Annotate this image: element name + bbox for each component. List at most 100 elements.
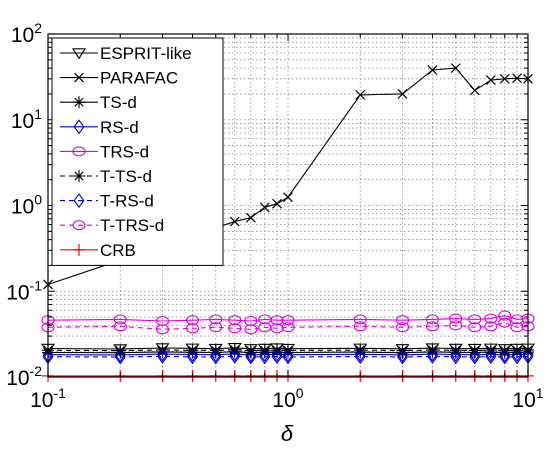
x-axis-label: δ [281,421,294,446]
data-point-triangle [72,48,86,60]
data-point-x [272,198,282,209]
data-point-diamond [229,346,241,362]
data-point-x [74,72,84,83]
data-point-circle [449,313,463,324]
data-point-star [74,171,84,181]
legend-label: T-RS-d [100,192,154,211]
legend-label: PARAFAC [100,69,178,88]
data-point-diamond [469,347,481,363]
legend-item: T-RS-d [60,192,154,211]
data-point-circle [281,315,295,326]
series-line [47,315,529,322]
data-point-circle [209,314,223,325]
data-point-circle [353,321,367,332]
data-point-x [485,75,496,86]
data-point-diamond [427,348,438,364]
data-point-circle [498,310,512,321]
data-point-diamond [282,347,294,363]
series-line [47,322,529,330]
data-point-circle [425,321,440,332]
y-tick-label: 10-1 [6,277,42,304]
data-point-circle [468,314,482,325]
data-point-diamond [114,347,126,363]
data-point-circle [155,324,170,335]
legend: ESPRIT-like PARAFAC TS-d RS-d TRS-d T-TS-d T-R… [51,37,224,266]
data-point-x [450,63,461,74]
data-point-star [74,97,84,107]
legend-item: TS-d [60,93,137,112]
legend-label: ESPRIT-like [100,44,192,63]
data-point-circle [270,315,284,326]
data-point-diamond [73,119,85,135]
data-point-diamond [354,346,366,362]
data-point-diamond [499,347,511,363]
y-tick-label: 100 [11,192,42,219]
data-point-circle [498,317,512,328]
data-point-circle [209,322,223,333]
legend-item: PARAFAC [60,69,178,88]
data-point-diamond [114,349,126,365]
data-point-diamond [73,193,85,209]
legend-label: T-TRS-d [100,216,164,235]
data-point-diamond [245,349,257,365]
data-point-diamond [259,349,271,365]
legend-label: CRB [100,241,136,260]
data-point-diamond [229,348,241,364]
data-point-circle [484,313,498,324]
legend-label: TRS-d [100,142,149,161]
data-point-circle [425,314,440,325]
data-point-diamond [157,348,168,364]
data-point-diamond [450,349,462,365]
legend-item: CRB [60,241,136,260]
legend-item: ESPRIT-like [60,44,192,63]
data-point-diamond [450,346,462,363]
data-point-diamond [511,346,523,363]
legend-label: T-TS-d [100,167,152,186]
x-tick-label: 100 [272,385,303,412]
y-tick-label: 101 [11,106,42,133]
data-point-diamond [485,346,497,362]
data-point-diamond [354,349,366,365]
data-point-circle [228,323,242,334]
x-tick-label: 101 [512,385,543,412]
data-point-circle [510,314,524,325]
data-point-circle [155,315,170,327]
y-tick-label: 10-2 [6,363,42,390]
legend-item: T-TS-d [60,167,152,186]
data-point-circle [449,320,463,331]
series-t-trs-d [41,317,535,335]
data-point-diamond [397,347,408,363]
data-point-diamond [271,346,283,362]
data-point-circle [113,321,127,332]
series-trs-d [41,310,535,327]
data-point-circle [484,321,498,332]
data-point-diamond [259,346,271,363]
legend-label: RS-d [100,118,139,137]
data-point-diamond [397,349,408,365]
data-point-x [229,216,240,227]
data-point-diamond [282,349,294,365]
data-point-circle [395,322,410,333]
data-point-diamond [469,349,481,365]
data-point-x [499,73,510,84]
data-point-diamond [157,346,168,362]
data-point-diamond [271,349,283,365]
data-point-x [512,73,522,84]
data-point-circle [244,315,258,327]
data-point-diamond [210,347,222,363]
data-point-circle [228,315,242,326]
data-point-x [355,89,366,100]
data-point-circle [244,324,258,335]
series-t-rs-d [42,348,534,365]
data-point-circle [395,315,410,326]
data-point-circle [353,314,367,325]
data-point-diamond [245,347,257,363]
y-tick-label: 102 [11,20,42,47]
data-point-circle [185,315,200,326]
data-point-circle [510,322,524,333]
data-point-circle [72,146,86,157]
data-point-circle [72,220,86,231]
data-point-circle [113,314,127,325]
